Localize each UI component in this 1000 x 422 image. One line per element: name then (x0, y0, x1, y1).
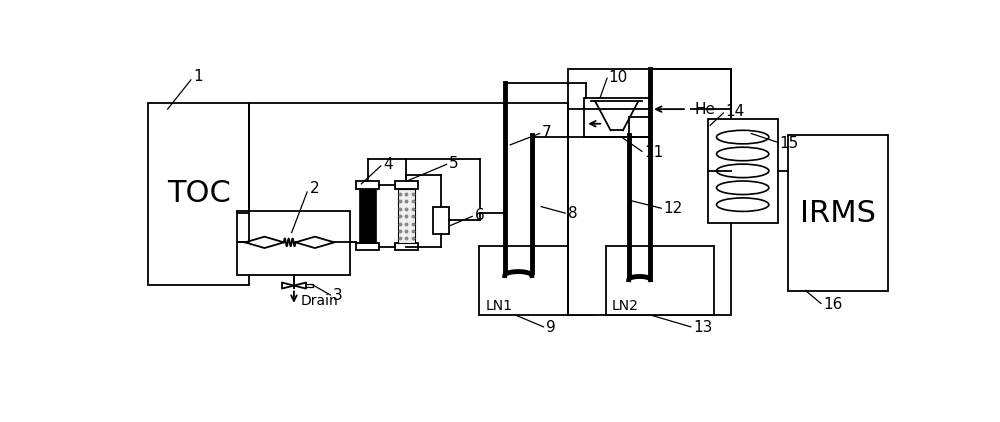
Text: LN1: LN1 (485, 299, 512, 313)
Text: 5: 5 (449, 156, 459, 171)
Text: He: He (695, 102, 716, 116)
Text: 1: 1 (193, 69, 203, 84)
Text: 8: 8 (568, 206, 577, 221)
Text: 12: 12 (664, 201, 683, 216)
Bar (479, 246, 592, 316)
Bar (395, 243, 418, 251)
Bar (356, 243, 379, 251)
Bar (708, 119, 778, 223)
Text: 4: 4 (383, 157, 393, 172)
Text: 10: 10 (609, 70, 628, 85)
Bar (584, 98, 650, 137)
Bar (356, 181, 379, 189)
Text: 9: 9 (546, 320, 556, 335)
Text: 3: 3 (333, 289, 342, 303)
Bar (788, 135, 888, 291)
Bar (395, 181, 418, 189)
Text: 7: 7 (542, 125, 552, 140)
Text: 11: 11 (644, 145, 664, 160)
Text: 14: 14 (725, 104, 744, 119)
Bar (606, 246, 714, 316)
Text: 13: 13 (693, 320, 712, 335)
Bar (148, 103, 249, 284)
Text: 6: 6 (475, 208, 484, 223)
Bar (306, 284, 313, 287)
Text: LN2: LN2 (612, 299, 639, 313)
Bar (398, 189, 415, 243)
Bar (568, 68, 731, 316)
Text: TOC: TOC (167, 179, 231, 208)
Bar (433, 207, 449, 234)
Bar (237, 211, 350, 275)
Text: 16: 16 (823, 297, 843, 312)
Text: Drain: Drain (300, 295, 338, 308)
Bar (359, 189, 376, 243)
Text: IRMS: IRMS (800, 199, 876, 227)
Text: 2: 2 (309, 181, 319, 196)
Text: 15: 15 (779, 136, 798, 151)
